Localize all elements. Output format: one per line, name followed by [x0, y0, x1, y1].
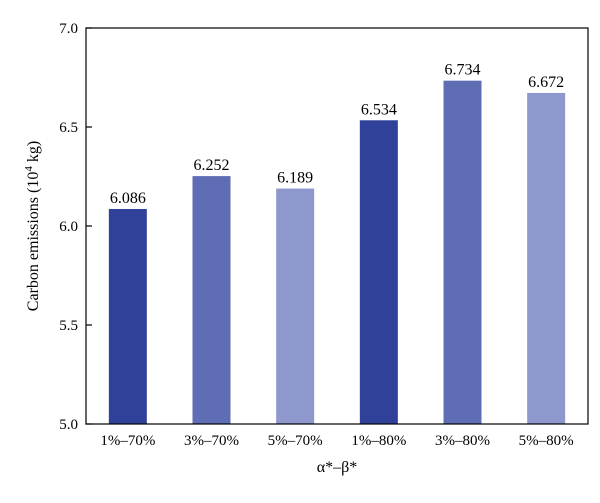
- x-tick-label: 5%–70%: [268, 433, 323, 449]
- bars: [108, 80, 566, 424]
- x-tick-label: 3%–80%: [435, 433, 490, 449]
- x-tick-label: 1%–80%: [351, 433, 406, 449]
- x-axis-title: α*–β*: [317, 459, 358, 476]
- data-label: 6.672: [528, 74, 564, 91]
- y-tick-label: 5.5: [59, 318, 78, 334]
- bar: [527, 92, 566, 424]
- plot-frame: [85, 27, 589, 425]
- bar: [276, 188, 315, 424]
- x-tick-label: 1%–70%: [100, 433, 155, 449]
- y-axis-title-main: Carbon emissions (10: [25, 172, 42, 312]
- y-axis-title: Carbon emissions (104 kg): [23, 141, 42, 311]
- y-axis-title-tail: kg): [25, 141, 42, 166]
- y-tick-label: 6.5: [59, 120, 78, 136]
- y-axis-ticks: 5.0 5.5 6.0 6.5 7.0: [59, 21, 92, 433]
- bar: [108, 208, 147, 424]
- data-labels: 6.086 6.252 6.189 6.534 6.734 6.672: [110, 62, 564, 207]
- data-label: 6.252: [194, 157, 230, 174]
- x-axis-ticks: 1%–70% 3%–70% 5%–70% 1%–80% 3%–80% 5%–80%: [100, 418, 574, 449]
- data-label: 6.189: [277, 170, 313, 187]
- bar: [359, 120, 398, 424]
- bar: [192, 176, 231, 424]
- data-label: 6.734: [445, 62, 481, 79]
- bar: [443, 80, 482, 424]
- y-tick-label: 7.0: [59, 21, 78, 37]
- x-tick-label: 5%–80%: [519, 433, 574, 449]
- data-label: 6.086: [110, 190, 146, 207]
- data-label: 6.534: [361, 101, 397, 118]
- x-tick-label: 3%–70%: [184, 433, 239, 449]
- y-tick-label: 6.0: [59, 219, 78, 235]
- y-tick-label: 5.0: [59, 417, 78, 433]
- y-axis-title-sup: 4: [23, 166, 35, 172]
